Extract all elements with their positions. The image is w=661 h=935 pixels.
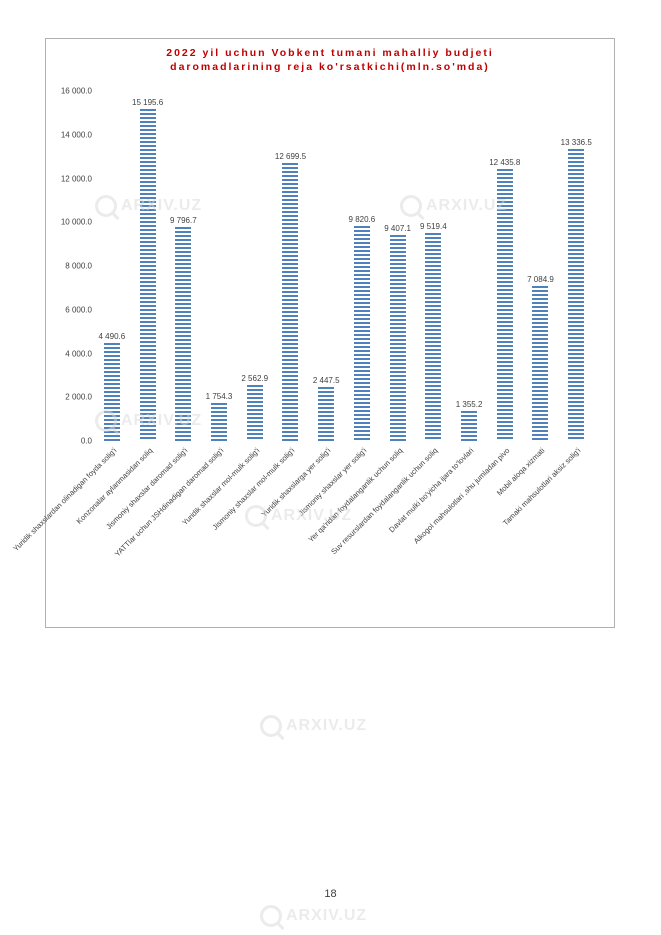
chart-title-line1: 2022 yil uchun Vobkent tumani mahalliy b… bbox=[166, 47, 494, 59]
bar: 9 519.4 bbox=[425, 233, 441, 441]
watermark-text: ARXIV.UZ bbox=[286, 907, 367, 924]
bar-slot: 15 195.6 bbox=[130, 91, 166, 441]
bar-value-label: 1 355.2 bbox=[456, 400, 483, 409]
chart-frame: 2022 yil uchun Vobkent tumani mahalliy b… bbox=[45, 38, 615, 628]
bar: 4 490.6 bbox=[104, 343, 120, 441]
bar-value-label: 12 435.8 bbox=[489, 158, 520, 167]
bar-value-label: 9 407.1 bbox=[384, 224, 411, 233]
bar-value-label: 9 519.4 bbox=[420, 222, 447, 231]
bar-value-label: 1 754.3 bbox=[206, 392, 233, 401]
bar-value-label: 2 562.9 bbox=[241, 374, 268, 383]
bar: 2 447.5 bbox=[318, 387, 334, 441]
watermark: ARXIV.UZ bbox=[260, 905, 367, 927]
bar-value-label: 4 490.6 bbox=[99, 332, 126, 341]
bar-slot: 12 699.5 bbox=[273, 91, 309, 441]
bar-slot: 2 562.9 bbox=[237, 91, 273, 441]
watermark: ARXIV.UZ bbox=[260, 715, 367, 737]
y-tick-label: 0.0 bbox=[46, 437, 92, 446]
bar-value-label: 12 699.5 bbox=[275, 152, 306, 161]
page-number: 18 bbox=[324, 888, 336, 900]
y-tick-label: 2 000.0 bbox=[46, 393, 92, 402]
y-tick-label: 4 000.0 bbox=[46, 349, 92, 358]
bar: 9 407.1 bbox=[390, 235, 406, 441]
y-tick-label: 10 000.0 bbox=[46, 218, 92, 227]
bar-value-label: 2 447.5 bbox=[313, 376, 340, 385]
bar-slot: 9 519.4 bbox=[415, 91, 451, 441]
y-tick-label: 16 000.0 bbox=[46, 87, 92, 96]
bar-value-label: 7 084.9 bbox=[527, 275, 554, 284]
bar: 1 355.2 bbox=[461, 411, 477, 441]
chart-title: 2022 yil uchun Vobkent tumani mahalliy b… bbox=[46, 39, 614, 78]
bar-slot: 7 084.9 bbox=[523, 91, 559, 441]
bar: 15 195.6 bbox=[140, 109, 156, 441]
bar-slot: 9 796.7 bbox=[165, 91, 201, 441]
bars-container: 4 490.6 15 195.6 9 796.7 1 754.3 2 562.9 12 6… bbox=[94, 91, 594, 441]
bar-slot: 1 754.3 bbox=[201, 91, 237, 441]
bar-value-label: 13 336.5 bbox=[561, 138, 592, 147]
y-tick-label: 14 000.0 bbox=[46, 130, 92, 139]
watermark-text: ARXIV.UZ bbox=[286, 717, 367, 734]
bar: 1 754.3 bbox=[211, 403, 227, 441]
bar: 9 820.6 bbox=[354, 226, 370, 441]
magnifier-icon bbox=[260, 715, 282, 737]
y-tick-label: 8 000.0 bbox=[46, 262, 92, 271]
bar-slot: 1 355.2 bbox=[451, 91, 487, 441]
y-tick-label: 6 000.0 bbox=[46, 305, 92, 314]
magnifier-icon bbox=[260, 905, 282, 927]
y-axis: 0.02 000.04 000.06 000.08 000.010 000.01… bbox=[46, 91, 94, 441]
x-label-slot: Tamaki mahsulotlari aksiz solig'i bbox=[558, 441, 594, 621]
x-axis-labels: Yuridik shaxslardan olinadigan foyda sol… bbox=[94, 441, 594, 621]
bar: 7 084.9 bbox=[532, 286, 548, 441]
bar-slot: 2 447.5 bbox=[308, 91, 344, 441]
bar-slot: 13 336.5 bbox=[558, 91, 594, 441]
bar-value-label: 9 820.6 bbox=[349, 215, 376, 224]
bar: 12 699.5 bbox=[282, 163, 298, 441]
bar-slot: 12 435.8 bbox=[487, 91, 523, 441]
bar: 9 796.7 bbox=[175, 227, 191, 441]
bar: 12 435.8 bbox=[497, 169, 513, 441]
bar-slot: 4 490.6 bbox=[94, 91, 130, 441]
chart-title-line2: daromadlarining reja ko'rsatkichi(mln.so… bbox=[170, 61, 490, 73]
bar: 13 336.5 bbox=[568, 149, 584, 441]
bar-slot: 9 820.6 bbox=[344, 91, 380, 441]
y-tick-label: 12 000.0 bbox=[46, 174, 92, 183]
bar-value-label: 15 195.6 bbox=[132, 98, 163, 107]
bar-value-label: 9 796.7 bbox=[170, 216, 197, 225]
bar-slot: 9 407.1 bbox=[380, 91, 416, 441]
bar: 2 562.9 bbox=[247, 385, 263, 441]
